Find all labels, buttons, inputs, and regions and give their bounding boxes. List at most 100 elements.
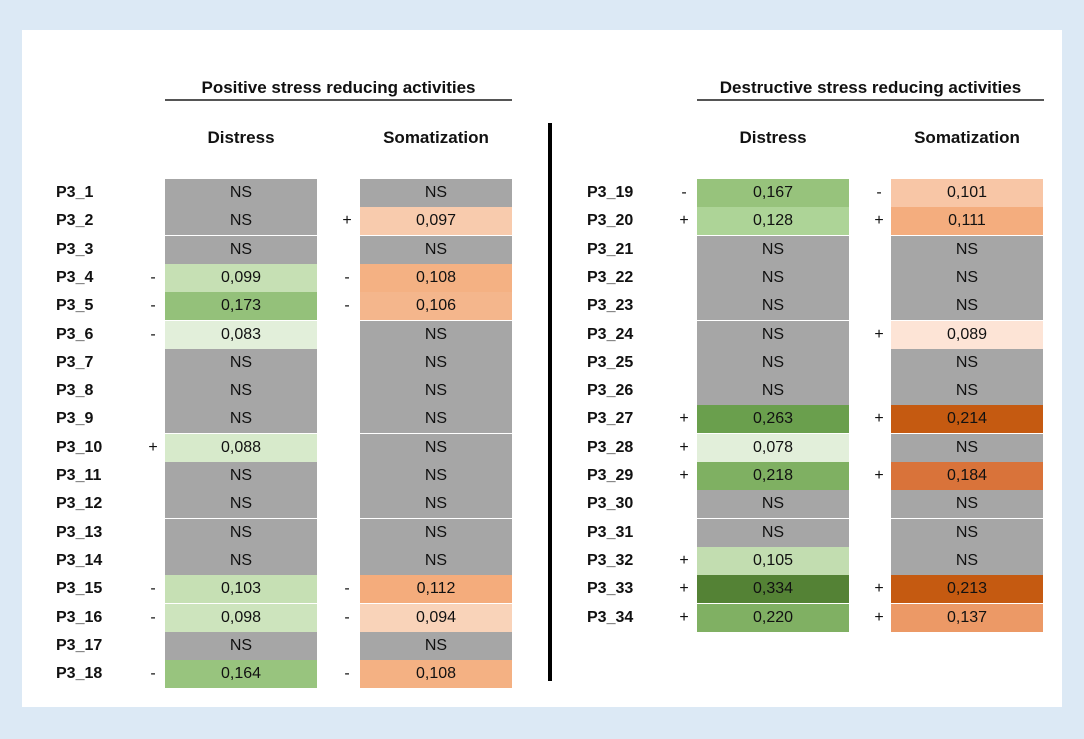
row-label: P3_22 bbox=[587, 268, 634, 286]
somatization-sign bbox=[872, 292, 886, 320]
distress-cell: 0,167 bbox=[697, 179, 849, 207]
distress-sign: - bbox=[150, 608, 156, 626]
distress-cell: 0,098 bbox=[165, 603, 317, 632]
distress-sign bbox=[146, 547, 160, 575]
distress-cell: NS bbox=[165, 207, 317, 236]
somatization-cell: NS bbox=[360, 405, 512, 434]
distress-cell: NS bbox=[165, 405, 317, 434]
row-label: P3_1 bbox=[56, 184, 94, 201]
somatization-sign bbox=[872, 519, 886, 547]
distress-sign: + bbox=[679, 551, 689, 569]
somatization-sign: + bbox=[874, 212, 884, 230]
distress-sign bbox=[677, 519, 691, 547]
somatization-cell: 0,137 bbox=[891, 603, 1043, 632]
distress-cell: NS bbox=[165, 546, 317, 575]
distress-cell: NS bbox=[165, 377, 317, 406]
left-section-title: Positive stress reducing activities bbox=[201, 78, 476, 97]
somatization-sign: - bbox=[344, 608, 350, 626]
row-label: P3_11 bbox=[56, 467, 102, 484]
distress-sign bbox=[677, 292, 691, 320]
somatization-sign bbox=[340, 632, 354, 660]
distress-sign bbox=[146, 207, 160, 235]
somatization-sign bbox=[340, 349, 354, 377]
left-distress-header: Distress bbox=[207, 128, 275, 147]
somatization-sign: + bbox=[874, 325, 884, 343]
somatization-sign bbox=[340, 179, 354, 207]
distress-sign bbox=[677, 321, 691, 349]
distress-cell: NS bbox=[697, 263, 849, 292]
distress-cell: 0,083 bbox=[165, 320, 317, 349]
distress-cell: NS bbox=[165, 179, 317, 207]
somatization-sign: + bbox=[874, 580, 884, 598]
somatization-sign bbox=[340, 236, 354, 264]
somatization-cell: 0,108 bbox=[360, 660, 512, 689]
row-label: P3_31 bbox=[587, 523, 634, 541]
row-label: P3_3 bbox=[56, 240, 94, 258]
row-label: P3_30 bbox=[587, 495, 634, 513]
distress-sign: + bbox=[679, 467, 689, 484]
distress-sign bbox=[146, 179, 160, 207]
somatization-sign: - bbox=[344, 665, 350, 683]
somatization-cell: NS bbox=[891, 546, 1043, 575]
distress-sign bbox=[146, 349, 160, 377]
somatization-sign bbox=[340, 462, 354, 490]
distress-sign bbox=[677, 236, 691, 264]
somatization-cell: NS bbox=[360, 433, 512, 462]
somatization-sign bbox=[340, 547, 354, 575]
row-label: P3_33 bbox=[587, 580, 634, 598]
somatization-sign: - bbox=[344, 580, 350, 598]
somatization-cell: NS bbox=[360, 235, 512, 264]
row-label: P3_16 bbox=[56, 608, 103, 626]
somatization-sign: + bbox=[874, 467, 884, 484]
somatization-sign bbox=[872, 434, 886, 462]
somatization-cell: NS bbox=[891, 235, 1043, 264]
row-label: P3_34 bbox=[587, 608, 634, 626]
row-label: P3_32 bbox=[587, 551, 634, 569]
row-label: P3_24 bbox=[587, 325, 634, 343]
distress-cell: NS bbox=[165, 348, 317, 377]
somatization-cell: 0,184 bbox=[891, 462, 1043, 490]
somatization-sign bbox=[872, 349, 886, 377]
distress-cell: 0,078 bbox=[697, 433, 849, 462]
distress-sign: - bbox=[150, 665, 156, 683]
somatization-sign: - bbox=[344, 297, 350, 315]
row-label: P3_18 bbox=[56, 665, 103, 683]
distress-cell: 0,088 bbox=[165, 433, 317, 462]
somatization-sign bbox=[340, 405, 354, 433]
distress-cell: 0,099 bbox=[165, 263, 317, 292]
distress-sign bbox=[677, 377, 691, 405]
row-label: P3_17 bbox=[56, 636, 103, 654]
distress-cell: NS bbox=[697, 377, 849, 406]
row-label: P3_26 bbox=[587, 382, 634, 400]
distress-cell: NS bbox=[165, 462, 317, 490]
row-label: P3_15 bbox=[56, 580, 103, 598]
distress-cell: NS bbox=[165, 235, 317, 264]
somatization-sign bbox=[872, 236, 886, 264]
distress-sign: + bbox=[679, 608, 689, 626]
somatization-cell: NS bbox=[891, 348, 1043, 377]
somatization-cell: 0,111 bbox=[891, 207, 1043, 236]
row-label: P3_6 bbox=[56, 325, 94, 343]
distress-sign: - bbox=[150, 297, 156, 315]
distress-sign bbox=[677, 490, 691, 518]
distress-cell: NS bbox=[697, 518, 849, 547]
distress-sign bbox=[146, 236, 160, 264]
somatization-cell: 0,214 bbox=[891, 405, 1043, 434]
row-label: P3_28 bbox=[587, 438, 634, 456]
somatization-cell: NS bbox=[891, 292, 1043, 321]
somatization-sign bbox=[340, 321, 354, 349]
distress-cell: 0,173 bbox=[165, 292, 317, 321]
right-section-title: Destructive stress reducing activities bbox=[719, 78, 1022, 97]
somatization-sign: + bbox=[342, 212, 352, 230]
distress-sign: + bbox=[679, 212, 689, 230]
somatization-cell: NS bbox=[360, 348, 512, 377]
somatization-cell: 0,213 bbox=[891, 575, 1043, 604]
somatization-cell: 0,108 bbox=[360, 263, 512, 292]
distress-cell: NS bbox=[697, 490, 849, 519]
somatization-cell: NS bbox=[360, 546, 512, 575]
distress-sign: - bbox=[150, 268, 156, 286]
distress-cell: 0,103 bbox=[165, 575, 317, 604]
somatization-cell: 0,097 bbox=[360, 207, 512, 236]
somatization-cell: 0,101 bbox=[891, 179, 1043, 207]
somatization-cell: 0,094 bbox=[360, 603, 512, 632]
